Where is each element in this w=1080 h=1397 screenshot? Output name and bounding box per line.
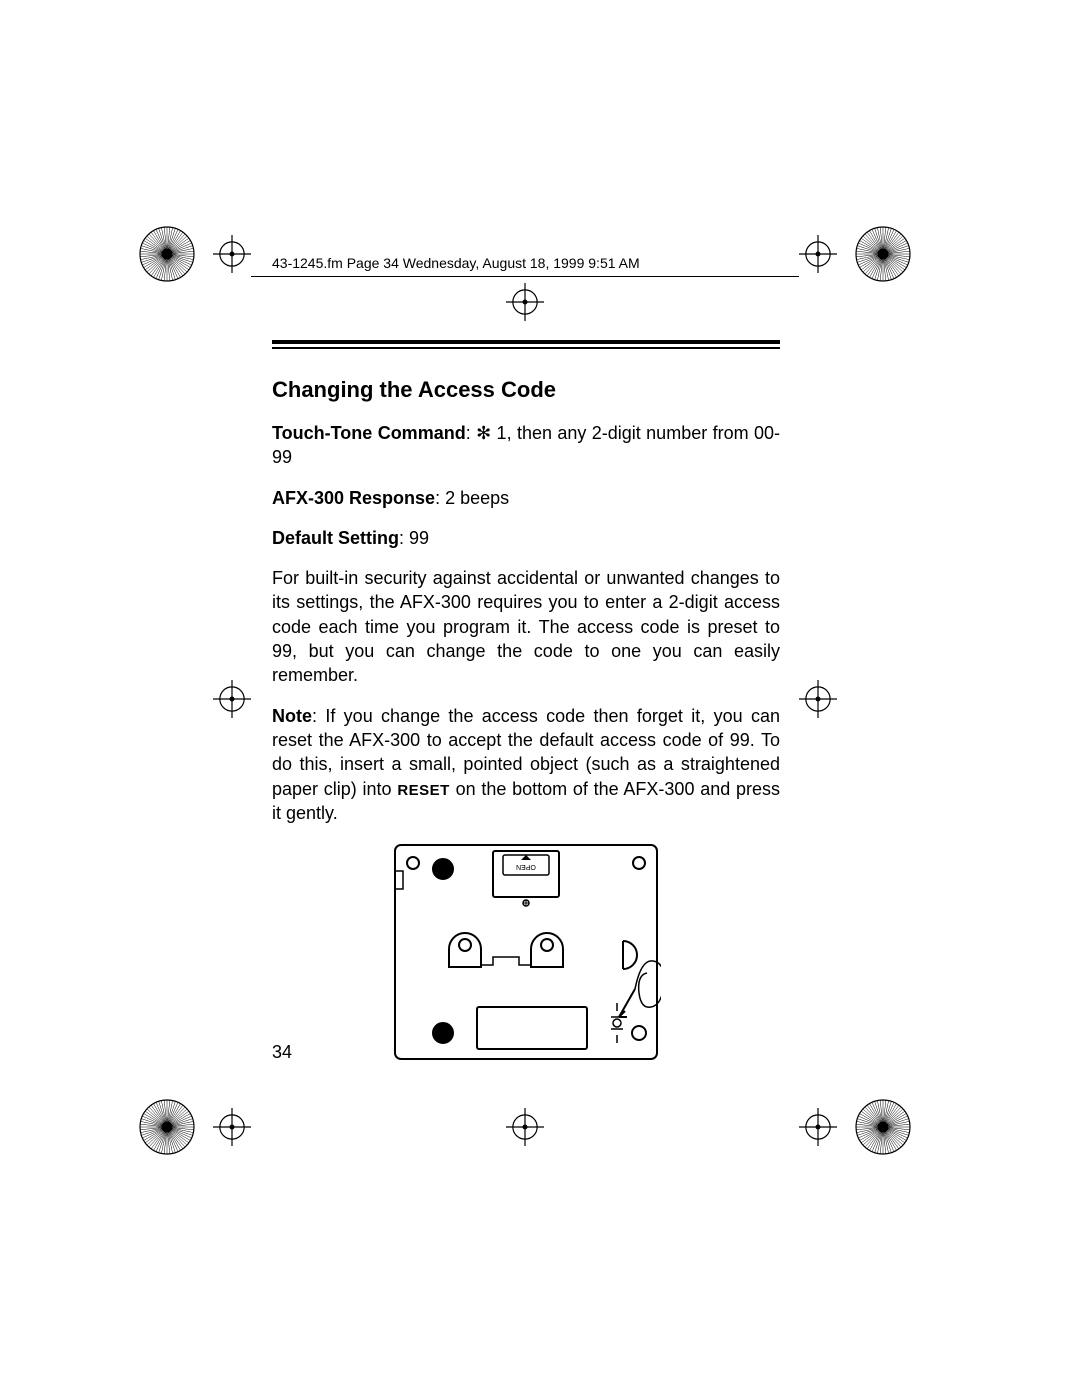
reset-word: RESET [397, 782, 450, 799]
registration-crosshair [211, 678, 253, 720]
default-setting-line: Default Setting: 99 [272, 526, 780, 550]
registration-circle [138, 225, 196, 283]
registration-crosshair [797, 1106, 839, 1148]
registration-crosshair [211, 1106, 253, 1148]
page-number: 34 [272, 1042, 292, 1063]
registration-circle [854, 225, 912, 283]
afx-response-line: AFX-300 Response: 2 beeps [272, 486, 780, 510]
default-setting-value: : 99 [399, 528, 429, 548]
touch-tone-line: Touch-Tone Command: ✻ 1, then any 2-digi… [272, 421, 780, 470]
registration-crosshair [797, 233, 839, 275]
device-bottom-diagram: OPEN [391, 841, 661, 1063]
touch-tone-label: Touch-Tone Command [272, 423, 466, 443]
note-label: Note [272, 706, 312, 726]
registration-crosshair [504, 281, 546, 323]
security-paragraph-text: For built-in security against accidental… [272, 568, 780, 685]
security-paragraph: For built-in security against accidental… [272, 566, 780, 687]
double-rule-bottom [272, 347, 780, 349]
note-paragraph: Note: If you change the access code then… [272, 704, 780, 825]
section-title-text: Changing the Access Code [272, 377, 556, 402]
running-head: 43-1245.fm Page 34 Wednesday, August 18,… [272, 255, 640, 271]
content-block: Changing the Access Code Touch-Tone Comm… [272, 340, 780, 1063]
registration-crosshair [797, 678, 839, 720]
header-rule [251, 276, 799, 277]
registration-circle [138, 1098, 196, 1156]
default-setting-label: Default Setting [272, 528, 399, 548]
afx-response-value: : 2 beeps [435, 488, 509, 508]
registration-crosshair [211, 233, 253, 275]
page-number-text: 34 [272, 1042, 292, 1062]
section-title: Changing the Access Code [272, 377, 780, 403]
registration-crosshair [504, 1106, 546, 1148]
registration-circle [854, 1098, 912, 1156]
running-head-text: 43-1245.fm Page 34 Wednesday, August 18,… [272, 255, 640, 271]
afx-response-label: AFX-300 Response [272, 488, 435, 508]
double-rule-top [272, 340, 780, 344]
open-label-text: OPEN [516, 863, 536, 870]
